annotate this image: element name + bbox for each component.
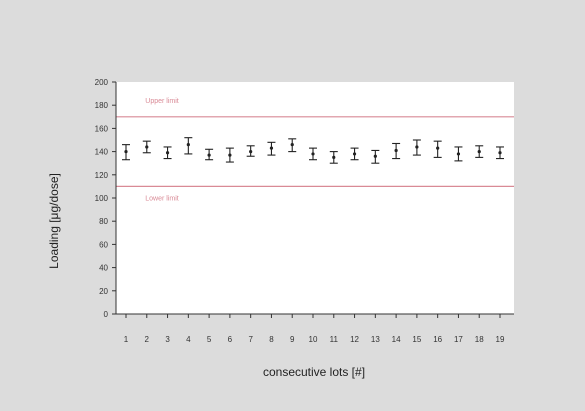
data-point [436,146,440,150]
data-point [332,155,336,159]
y-tick-label: 160 [95,124,109,133]
data-point [415,145,419,149]
y-tick-label: 80 [99,217,108,226]
data-point [498,151,502,155]
x-tick-label: 9 [290,335,295,344]
x-tick-label: 14 [392,335,401,344]
y-tick-label: 40 [99,264,108,273]
data-point [186,143,190,147]
x-tick-label: 1 [124,335,129,344]
data-point [477,150,481,154]
y-tick-label: 180 [95,101,109,110]
x-tick-label: 19 [496,335,505,344]
y-axis-label: Loading [μg/dose] [47,173,61,269]
data-point [456,152,461,156]
y-tick-label: 200 [95,78,109,87]
x-tick-label: 4 [186,335,191,344]
x-tick-label: 13 [371,335,380,344]
x-tick-label: 10 [309,335,318,344]
x-tick-label: 17 [454,335,463,344]
x-tick-label: 2 [145,335,150,344]
data-point [124,150,128,154]
data-point [394,148,398,153]
x-tick-label: 3 [165,335,170,344]
x-tick-label: 12 [350,335,359,344]
y-tick-label: 120 [95,171,109,180]
data-point [145,145,149,149]
data-point [165,151,170,155]
data-point [207,153,211,157]
data-point [290,143,294,147]
x-axis-label: consecutive lots [#] [263,365,365,379]
y-tick-label: 100 [95,194,109,203]
reference-line-label: Upper limit [145,98,179,105]
x-tick-label: 18 [475,335,484,344]
x-tick-label: 15 [412,335,421,344]
x-tick-label: 6 [228,335,233,344]
x-tick-label: 8 [269,335,274,344]
y-tick-label: 60 [99,240,108,249]
data-point [352,152,357,156]
data-point [249,150,253,154]
x-tick-label: 16 [433,335,442,344]
reference-line-label: Lower limit [145,195,179,202]
data-point [269,146,274,150]
y-tick-label: 0 [104,310,109,319]
x-tick-label: 5 [207,335,212,344]
x-tick-label: 7 [248,335,253,344]
x-tick-label: 11 [330,335,339,344]
y-tick-label: 140 [95,148,109,157]
data-point [373,154,377,158]
plot-area [116,82,514,314]
data-point [311,152,315,156]
y-tick-label: 20 [99,287,108,296]
data-point [228,153,232,157]
